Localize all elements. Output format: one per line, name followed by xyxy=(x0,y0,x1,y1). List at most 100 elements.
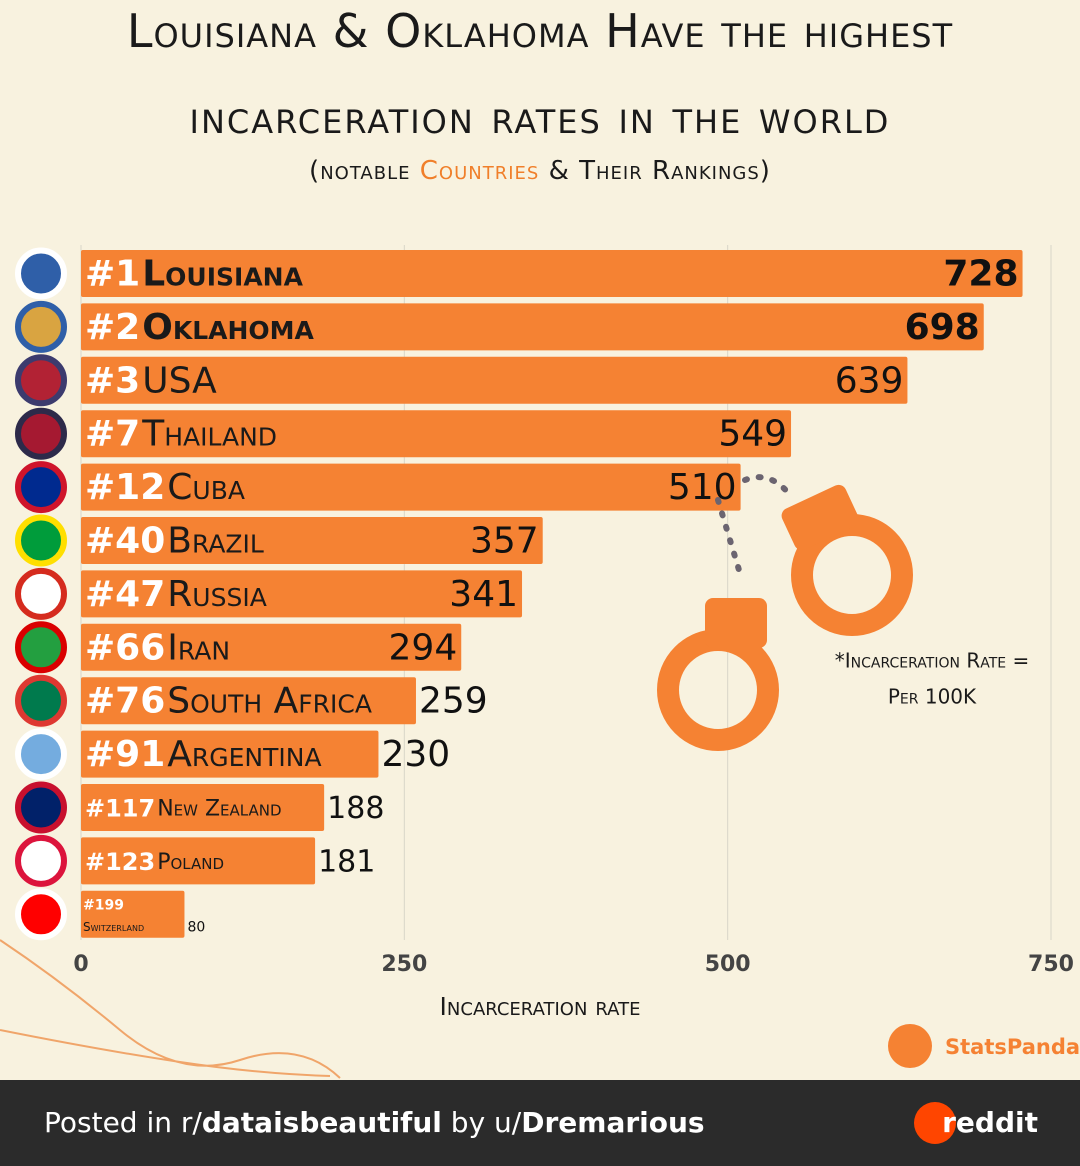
row: #2 Oklahoma 698 xyxy=(15,300,984,353)
rank-label: #199 xyxy=(83,897,124,913)
flag xyxy=(15,247,67,300)
flag xyxy=(15,300,67,353)
brand: reddit xyxy=(942,1106,1038,1139)
flag xyxy=(15,674,67,727)
watermark: StatsPanda xyxy=(945,1035,1080,1059)
row: #12 Cuba 510 xyxy=(15,461,741,514)
category-label: South Africa xyxy=(167,681,372,722)
value-label: 549 xyxy=(718,414,787,455)
flag xyxy=(15,781,67,834)
bar xyxy=(81,890,185,938)
title-line: incarceration rates in the world xyxy=(189,90,891,144)
chart: 0 250 500 750 #1 Louisiana 728 #2 Oklahoma 698 #3 U… xyxy=(0,245,1080,1079)
bar xyxy=(81,356,908,404)
row: #40 Brazil 357 xyxy=(15,514,543,567)
row: #91 Argentina 230 xyxy=(15,728,450,781)
rank-label: #76 xyxy=(85,681,165,722)
rank-label: #12 xyxy=(85,467,165,508)
row: #199 Switzerland 80 xyxy=(15,888,205,941)
rank-label: #66 xyxy=(85,627,165,668)
bar xyxy=(81,303,984,351)
footer-part: Dremarious xyxy=(521,1106,705,1139)
rank-label: #47 xyxy=(85,574,165,615)
annotation: *Incarceration Rate = xyxy=(835,649,1029,673)
row: #3 USA 639 xyxy=(15,354,908,407)
bar xyxy=(81,784,325,831)
rank-label: #117 xyxy=(85,795,155,823)
bar xyxy=(81,677,416,725)
bar xyxy=(81,517,543,564)
annotation: Per 100K xyxy=(888,685,977,709)
flag xyxy=(15,461,67,514)
category-label: Louisiana xyxy=(142,254,303,295)
wire xyxy=(0,939,341,1079)
footer: Posted in r/dataisbeautiful by u/Dremari… xyxy=(0,1080,1080,1166)
row: #47 Russia 341 xyxy=(15,567,523,620)
value-label: 294 xyxy=(389,627,458,668)
bar xyxy=(81,837,316,885)
flag xyxy=(15,514,67,567)
subtitle-part: Countries xyxy=(419,156,540,186)
bar xyxy=(81,730,379,778)
row: #7 Thailand 549 xyxy=(15,407,792,460)
rank-label: #123 xyxy=(85,848,155,876)
flag xyxy=(15,621,67,674)
value-label: 80 xyxy=(187,919,205,935)
row: #117 New Zealand 188 xyxy=(15,781,384,834)
footer-part: Posted in r/ xyxy=(44,1106,202,1139)
category-label: Switzerland xyxy=(83,920,144,934)
flag xyxy=(15,888,67,941)
rank-label: #1 xyxy=(85,254,140,295)
bar xyxy=(81,463,741,511)
value-label: 639 xyxy=(835,360,904,401)
row: #76 South Africa 259 xyxy=(15,674,488,727)
value-label: 510 xyxy=(668,467,737,508)
flag xyxy=(15,728,67,781)
handcuffs xyxy=(657,474,913,751)
row: #123 Poland 181 xyxy=(15,834,375,887)
value-label: 341 xyxy=(449,574,518,615)
category-label: Oklahoma xyxy=(142,307,314,348)
category-label: USA xyxy=(142,360,217,401)
plot: 0 250 500 750 #1 Louisiana 728 #2 Oklahoma 698 #3 U… xyxy=(15,245,1074,977)
rank-label: #7 xyxy=(85,414,140,455)
value-label: 188 xyxy=(327,791,384,826)
x-axis-label: Incarceration rate xyxy=(440,992,641,1021)
value-label: 728 xyxy=(943,254,1018,295)
subtitle: (notable Countries & Their Rankings) xyxy=(0,156,1080,186)
value-label: 698 xyxy=(905,307,980,348)
footer-text: Posted in r/dataisbeautiful by u/Dremari… xyxy=(44,1106,705,1139)
category-label: Poland xyxy=(157,850,224,875)
value-label: 181 xyxy=(318,844,375,879)
footer-part: by u/ xyxy=(441,1106,522,1139)
flag xyxy=(15,407,67,460)
bar xyxy=(81,623,462,671)
rank-label: #40 xyxy=(85,521,165,562)
title-line: Louisiana & Oklahoma Have the highest xyxy=(126,4,954,58)
subtitle-part: (notable xyxy=(309,156,420,186)
category-label: Argentina xyxy=(167,734,321,775)
flag xyxy=(15,354,67,407)
row: #66 Iran 294 xyxy=(15,621,462,674)
category-label: Russia xyxy=(167,574,267,615)
subtitle-part: & Their Rankings) xyxy=(539,156,771,186)
logo xyxy=(888,1024,932,1068)
bar xyxy=(81,250,1023,297)
bar xyxy=(81,410,792,458)
footer-part: dataisbeautiful xyxy=(201,1106,442,1139)
category-label: Thailand xyxy=(141,414,277,455)
rank-label: #91 xyxy=(85,734,165,775)
bar xyxy=(81,570,523,618)
category-label: Brazil xyxy=(167,521,264,562)
value-label: 230 xyxy=(381,734,450,775)
category-label: Iran xyxy=(167,627,230,668)
flag xyxy=(15,567,67,620)
x-tick-label: 250 xyxy=(381,952,427,977)
x-tick-label: 500 xyxy=(705,952,751,977)
rank-label: #2 xyxy=(85,307,140,348)
row: #1 Louisiana 728 xyxy=(15,247,1023,300)
flag xyxy=(15,834,67,887)
x-tick-label: 0 xyxy=(73,952,88,977)
reddit-icon xyxy=(914,1102,956,1144)
